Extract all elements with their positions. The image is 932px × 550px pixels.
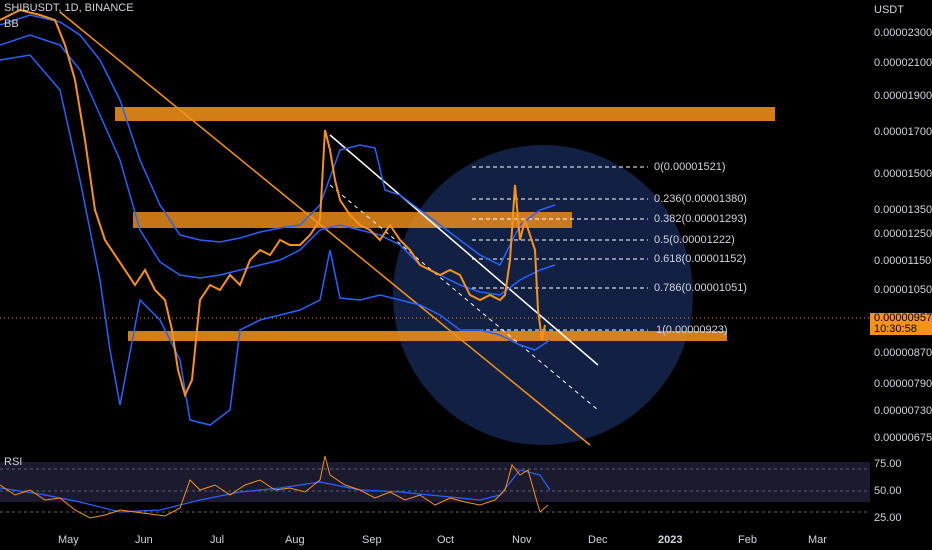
price-tick: 0.00000870 bbox=[874, 347, 932, 359]
price-tick: 0.00001250 bbox=[874, 228, 932, 240]
price-series bbox=[0, 8, 546, 398]
price-tick: 0.00000675 bbox=[874, 432, 932, 444]
resistance-zone-mid[interactable] bbox=[133, 212, 572, 228]
time-tick: 2023 bbox=[658, 534, 683, 546]
trendline-white-dashed[interactable] bbox=[329, 184, 599, 411]
price-tick: 0.00000730 bbox=[874, 405, 932, 417]
fib-level-label: 0.618(0.00001152) bbox=[654, 253, 747, 265]
price-tick: 0.00001900 bbox=[874, 90, 932, 102]
symbol-title[interactable]: SHIBUSDT, 1D, BINANCE bbox=[4, 2, 134, 14]
time-tick: May bbox=[58, 534, 79, 546]
trendline-white[interactable] bbox=[329, 134, 599, 366]
rsi-legend[interactable]: RSI bbox=[4, 456, 23, 468]
time-tick: Mar bbox=[808, 534, 827, 546]
fib-level-label: 0.382(0.00001293) bbox=[654, 213, 747, 225]
time-tick: Aug bbox=[285, 534, 305, 546]
time-tick: Feb bbox=[738, 534, 757, 546]
time-tick: Oct bbox=[437, 534, 455, 546]
countdown-timer: 10:30:58 bbox=[874, 323, 917, 335]
highlight-circle bbox=[393, 145, 693, 445]
rsi-ma bbox=[0, 469, 551, 513]
price-tick: 0.00000790 bbox=[874, 378, 932, 390]
price-tick: 0.00001350 bbox=[874, 204, 932, 216]
support-zone[interactable] bbox=[128, 331, 727, 341]
time-tick: Dec bbox=[588, 534, 608, 546]
fib-level-label: 0(0.00001521) bbox=[654, 161, 726, 173]
price-tick: 0.00002300 bbox=[874, 27, 932, 39]
price-tick: 0.00001700 bbox=[874, 126, 932, 138]
current-price-badge: 0.00000957 10:30:58 bbox=[870, 313, 932, 335]
fib-level-label: 0.236(0.00001380) bbox=[654, 193, 747, 205]
price-tick: 0.00001500 bbox=[874, 168, 932, 180]
resistance-zone-top[interactable] bbox=[115, 107, 775, 121]
rsi-series bbox=[0, 455, 549, 519]
current-price-value: 0.00000957 bbox=[874, 312, 932, 324]
price-tick: 0.00001150 bbox=[874, 255, 932, 267]
fib-level-label: 0.786(0.00001051) bbox=[654, 282, 747, 294]
rsi-tick: 25.00 bbox=[874, 512, 902, 524]
rsi-tick: 50.00 bbox=[874, 485, 902, 497]
time-tick: Jul bbox=[210, 534, 225, 546]
rsi-tick: 75.00 bbox=[874, 458, 902, 470]
price-axis-currency: USDT bbox=[874, 4, 904, 16]
time-tick: Jun bbox=[135, 534, 153, 546]
bollinger-legend[interactable]: BB bbox=[4, 18, 19, 30]
price-tick: 0.00002100 bbox=[874, 57, 932, 69]
time-tick: Sep bbox=[362, 534, 382, 546]
time-tick: Nov bbox=[512, 534, 532, 546]
fib-level-label: 1(0.00000923) bbox=[656, 324, 728, 336]
fib-lines[interactable] bbox=[472, 166, 648, 331]
rsi-pane[interactable] bbox=[0, 450, 870, 525]
bollinger-bands bbox=[0, 14, 556, 426]
price-tick: 0.00001050 bbox=[874, 284, 932, 296]
fib-level-label: 0.5(0.00001222) bbox=[654, 234, 735, 246]
